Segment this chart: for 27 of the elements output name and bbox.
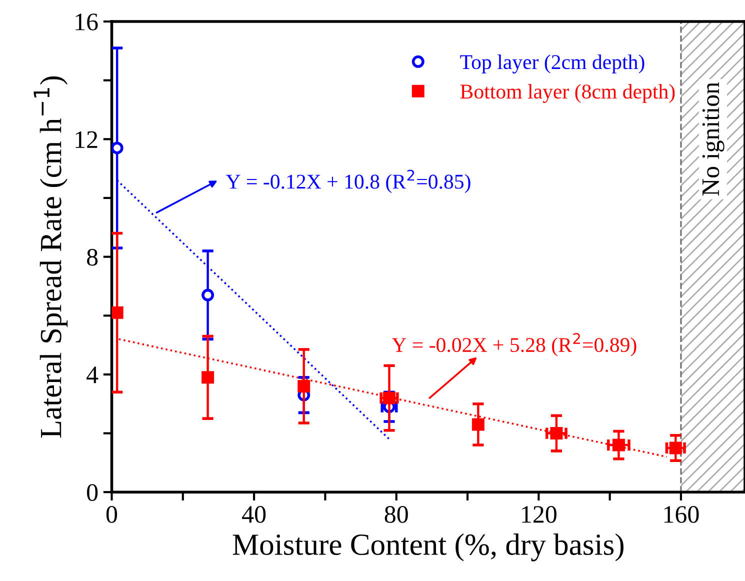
y-tick-label: 16 [76,14,98,30]
point [202,288,214,302]
point [669,442,682,454]
point [112,142,124,154]
point [298,380,310,392]
band-label: No ignition [702,82,724,196]
legend-label: Top layer (2cm depth) [460,54,644,74]
y-tick-label: 8 [87,248,98,266]
y-tick-label: 12 [76,131,98,148]
x-tick-label: 120 [522,506,556,523]
x-tick-label: 0 [106,506,118,523]
y-tick-label: 0 [87,484,98,502]
point [612,438,625,452]
annotation: Y = -0.12X + 10.8 (R$^{2}$=0.85) [226,170,470,193]
point [550,427,563,440]
point [382,392,396,404]
legend-label: Bottom layer (8cm depth) [460,84,675,103]
x-tick-label: 40 [242,506,266,523]
annotation: Y = -0.02X + 5.28 (R$^{2}$=0.89) [392,333,636,356]
point [472,418,484,431]
y-tick-label: 4 [86,366,98,384]
x-tick-label: 160 [664,506,699,523]
point [202,371,214,384]
y-axis-title: Lateral Spread Rate (cm h$^{−1}$) [34,76,68,438]
point [112,306,124,319]
x-tick-label: 80 [384,506,408,523]
x-axis-title: Moisture Content (%, dry basis) [232,534,624,562]
